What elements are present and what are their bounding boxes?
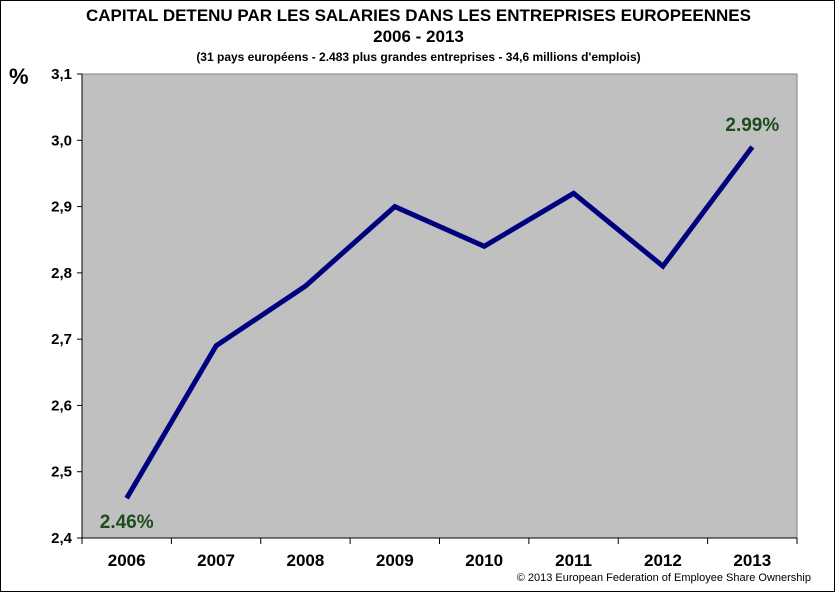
x-tick-label: 2009	[376, 551, 414, 570]
chart-subtitle: (31 pays européens - 2.483 plus grandes …	[196, 50, 641, 64]
y-tick-label: 2,6	[51, 397, 72, 414]
y-tick-label: 2,9	[51, 199, 72, 216]
y-axis-unit-label: %	[9, 64, 29, 89]
y-tick-label: 2,7	[51, 331, 72, 348]
x-tick-label: 2010	[465, 551, 503, 570]
series-line	[124, 145, 755, 500]
copyright-note: © 2013 European Federation of Employee S…	[516, 572, 811, 584]
x-tick-label: 2007	[197, 551, 235, 570]
chart-title-years: 2006 - 2013	[373, 27, 464, 46]
data-label: 2.46%	[100, 512, 154, 533]
y-tick-label: 2,8	[51, 265, 72, 282]
x-tick-label: 2012	[644, 551, 682, 570]
x-tick-label: 2011	[555, 551, 592, 570]
data-label: 2.99%	[725, 115, 779, 136]
x-tick-label: 2013	[733, 551, 771, 570]
chart-title: CAPITAL DETENU PAR LES SALARIES DANS LES…	[86, 6, 751, 25]
y-tick-label: 2,5	[51, 464, 72, 481]
y-tick-label: 2,4	[51, 530, 73, 547]
x-ticks: 2006 2007 2008 2009 2010 2011 2012 2013	[81, 538, 798, 570]
y-tick-label: 3,0	[51, 132, 72, 149]
x-tick-label: 2008	[287, 551, 325, 570]
data-labels: 2.46% 2.99%	[100, 115, 780, 533]
plot-area	[81, 73, 798, 539]
y-ticks: 2,4 2,5 2,6 2,7 2,8 2,9 3,0 3,1	[51, 66, 82, 547]
x-tick-label: 2006	[108, 551, 146, 570]
y-tick-label: 3,1	[51, 66, 72, 83]
